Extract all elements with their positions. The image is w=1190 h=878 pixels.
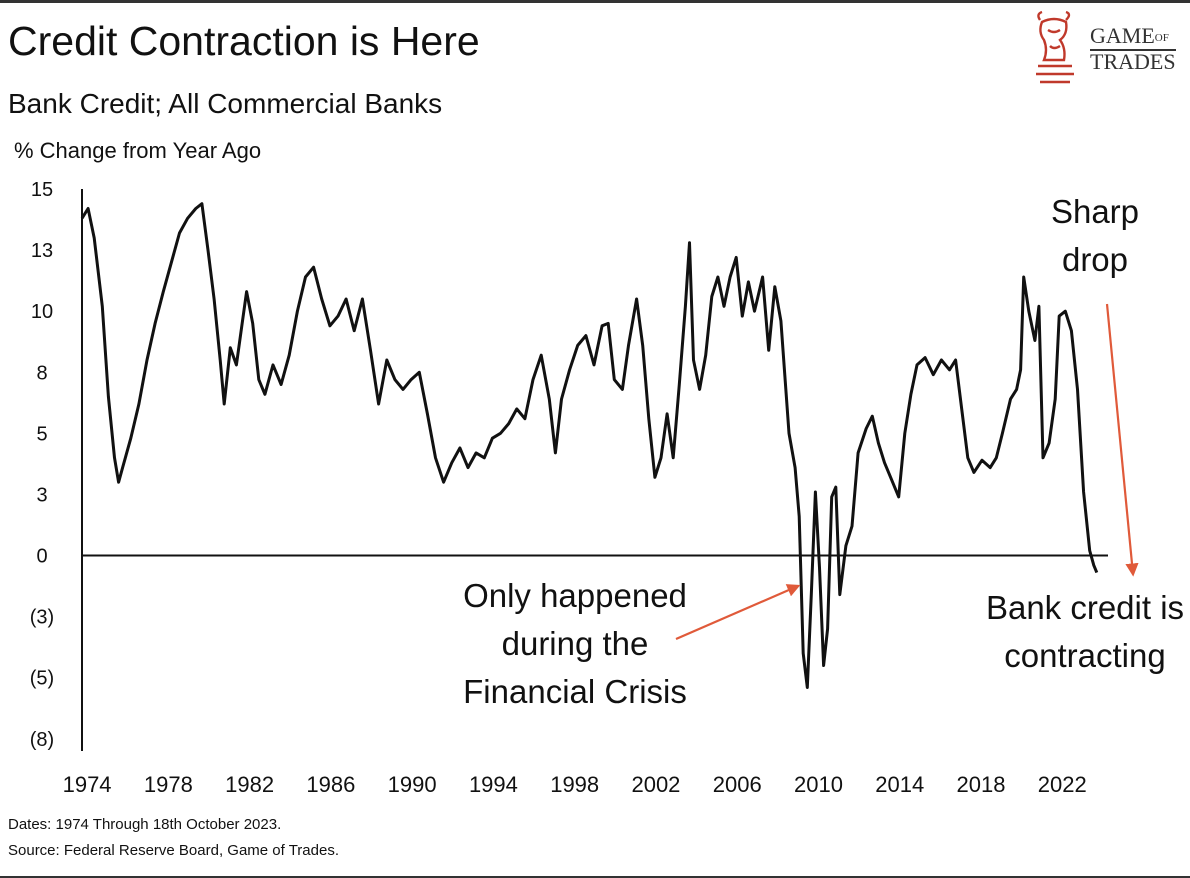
y-tick-label: 5 [36, 423, 47, 445]
annotation-contract-line-2: contracting [1004, 637, 1166, 674]
y-tick-label: 15 [31, 179, 53, 201]
game-of-trades-logo: GAMEOF TRADES [1030, 10, 1182, 88]
chart-title: Credit Contraction is Here [8, 18, 480, 64]
x-tick-label: 1982 [225, 772, 274, 797]
y-tick-label: 10 [31, 301, 53, 323]
dates-note: Dates: 1974 Through 18th October 2023. [8, 816, 282, 833]
logo-word-trades: TRADES [1090, 48, 1176, 74]
source-note: Source: Federal Reserve Board, Game of T… [8, 842, 339, 859]
x-tick-label: 1986 [306, 772, 355, 797]
y-tick-label: (3) [30, 607, 54, 629]
y-tick-label: 13 [31, 240, 53, 262]
annotation-crisis-line-2: during the [501, 625, 649, 662]
x-tick-label: 2022 [1038, 772, 1087, 797]
top-border [0, 0, 1190, 3]
x-tick-label: 2002 [631, 772, 680, 797]
x-tick-label: 1990 [388, 772, 437, 797]
annotation-crisis-line-3: Financial Crisis [463, 673, 687, 710]
annotation-bank-credit-contracting: Bank credit is contracting [970, 584, 1190, 680]
x-tick-label: 1998 [550, 772, 599, 797]
x-tick-label: 1974 [63, 772, 112, 797]
annotation-crisis-line-1: Only happened [463, 577, 687, 614]
sharp-drop-arrow [1105, 303, 1139, 577]
x-tick-label: 2018 [957, 772, 1006, 797]
bottom-border [0, 876, 1190, 878]
annotation-sharp-drop: Sharp drop [1040, 188, 1150, 284]
annotation-contract-line-1: Bank credit is [985, 589, 1185, 626]
logo-word-of: OF [1154, 31, 1169, 44]
crisis-arrow [675, 584, 801, 641]
y-tick-label: 8 [36, 362, 47, 384]
x-tick-label: 2010 [794, 772, 843, 797]
y-tick-label: 0 [36, 546, 47, 568]
logo-word-game: GAME [1090, 23, 1155, 48]
x-tick-label: 2006 [713, 772, 762, 797]
y-tick-label: (8) [30, 729, 54, 751]
annotation-drop-line-2: drop [1061, 241, 1129, 278]
bull-knight-icon [1036, 10, 1074, 84]
series-line [80, 202, 1099, 689]
y-axis-label: % Change from Year Ago [14, 138, 262, 163]
annotation-financial-crisis: Only happened during the Financial Crisi… [440, 572, 710, 716]
x-tick-label: 1994 [469, 772, 518, 797]
y-tick-label: 3 [36, 484, 47, 506]
chart-subtitle: Bank Credit; All Commercial Banks [8, 88, 443, 119]
annotation-drop-line-1: Sharp [1050, 193, 1140, 230]
x-tick-label: 1978 [144, 772, 193, 797]
y-tick-label: (5) [30, 668, 54, 690]
x-tick-label: 2014 [875, 772, 924, 797]
logo-wordmark: GAMEOF TRADES [1090, 23, 1176, 74]
